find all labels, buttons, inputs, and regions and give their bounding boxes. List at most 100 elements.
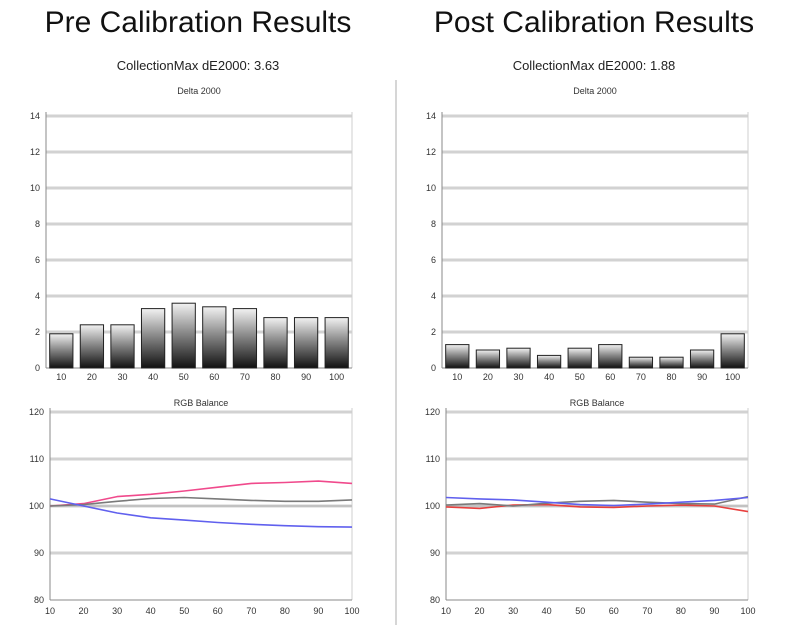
- pre-de-xtick-label: 40: [148, 372, 158, 382]
- post-de-bar: [689, 349, 715, 369]
- pre-de-xtick-label: 100: [329, 372, 344, 382]
- post-de-xtick-label: 60: [605, 372, 615, 382]
- post-rgb-xtick-label: 60: [609, 606, 619, 616]
- post-rgb-ytick-label: 110: [426, 454, 440, 464]
- post-de-ytick-label: 0: [431, 363, 436, 373]
- pre-de-ytick-label: 14: [30, 111, 40, 121]
- post-calibration-subtitle: CollectionMax dE2000: 1.88: [512, 58, 676, 73]
- pre-de-xtick-label: 80: [270, 372, 280, 382]
- post-rgb-xtick-label: 90: [709, 606, 719, 616]
- pre-de-bar: [110, 324, 135, 369]
- post-delta-e-chart: Delta 2000 0 2 4 6 8 10 12 14 10 20 30 40 50 60 70 80 90 1…: [426, 86, 749, 382]
- post-rgb-xtick-label: 50: [575, 606, 585, 616]
- pre-rgb-ytick-label: 80: [34, 595, 44, 605]
- pre-de-bar: [263, 317, 288, 369]
- post-de-chart-title: Delta 2000: [573, 86, 617, 96]
- post-de-ytick-label: 12: [426, 147, 436, 157]
- post-rgb-xtick-label: 10: [441, 606, 451, 616]
- pre-de-xtick-label: 90: [301, 372, 311, 382]
- post-calibration-title: Post Calibration Results: [433, 6, 755, 39]
- post-rgb-ytick-label: 120: [425, 407, 440, 417]
- post-rgb-ytick-label: 80: [430, 595, 440, 605]
- post-de-ytick-label: 8: [431, 219, 436, 229]
- post-de-ytick-label: 10: [426, 183, 436, 193]
- post-rgb-xtick-label: 80: [676, 606, 686, 616]
- pre-rgb-xtick-label: 20: [79, 606, 89, 616]
- post-de-xtick-label: 90: [697, 372, 707, 382]
- pre-rgb-series-line-1: [49, 496, 353, 507]
- post-de-ytick-label: 6: [431, 255, 436, 265]
- pre-de-bar: [293, 317, 319, 369]
- pre-rgb-xtick-label: 40: [146, 606, 156, 616]
- pre-de-xtick-label: 50: [179, 372, 189, 382]
- post-de-xtick-label: 20: [483, 372, 493, 382]
- post-de-bar: [567, 347, 592, 369]
- pre-de-chart-title: Delta 2000: [177, 86, 221, 96]
- post-de-xtick-label: 30: [513, 372, 523, 382]
- pre-de-ytick-label: 6: [35, 255, 40, 265]
- post-rgb-xtick-label: 40: [542, 606, 552, 616]
- pre-rgb-balance-chart: RGB Balance 80 90 100 110 120 10 20 30 40 50 60 70 80…: [29, 398, 360, 616]
- pre-rgb-series-line-2: [49, 498, 353, 528]
- post-de-ytick-label: 2: [431, 327, 436, 337]
- pre-de-bar: [324, 317, 349, 369]
- pre-de-bar: [49, 333, 74, 369]
- pre-de-xtick-label: 70: [240, 372, 250, 382]
- pre-de-bar: [202, 306, 227, 369]
- pre-rgb-xtick-label: 80: [280, 606, 290, 616]
- post-rgb-xtick-label: 100: [740, 606, 755, 616]
- post-de-xtick-label: 50: [575, 372, 585, 382]
- pre-calibration-panel: Pre Calibration Results CollectionMax dE…: [29, 6, 360, 616]
- post-de-bar: [506, 347, 531, 369]
- post-de-bar: [628, 356, 654, 369]
- post-rgb-series-line-1: [445, 495, 749, 507]
- pre-rgb-ytick-label: 110: [30, 454, 44, 464]
- pre-calibration-title: Pre Calibration Results: [44, 6, 352, 39]
- pre-de-ytick-label: 12: [30, 147, 40, 157]
- pre-de-bar: [79, 324, 105, 369]
- pre-de-xtick-label: 30: [117, 372, 127, 382]
- pre-de-bar: [140, 308, 166, 369]
- post-de-bar: [536, 354, 562, 369]
- post-rgb-xtick-label: 70: [642, 606, 652, 616]
- panel-divider: [395, 80, 397, 625]
- pre-de-xtick-label: 20: [87, 372, 97, 382]
- post-rgb-balance-chart: RGB Balance 80 90 100 110 120 10 20 30 40 50 60 70 80…: [425, 398, 756, 616]
- pre-rgb-xtick-label: 50: [179, 606, 189, 616]
- post-de-xtick-label: 70: [636, 372, 646, 382]
- pre-rgb-ytick-label: 100: [29, 501, 44, 511]
- pre-rgb-chart-title: RGB Balance: [174, 398, 229, 408]
- post-rgb-ytick-label: 90: [430, 548, 440, 558]
- pre-rgb-series-line-0: [49, 480, 353, 507]
- post-de-bar: [720, 333, 745, 369]
- pre-delta-e-chart: Delta 2000 0 2 4 6 8 10 12 14 10 20 30 40 50 60 70 80 90 1…: [30, 86, 353, 382]
- pre-de-ytick-label: 0: [35, 363, 40, 373]
- post-de-bar: [445, 344, 470, 369]
- post-de-xtick-label: 100: [725, 372, 740, 382]
- pre-rgb-ytick-label: 120: [29, 407, 44, 417]
- post-de-bar: [475, 349, 501, 369]
- post-de-xtick-label: 40: [544, 372, 554, 382]
- post-rgb-xtick-label: 30: [508, 606, 518, 616]
- post-de-xtick-label: 80: [666, 372, 676, 382]
- pre-rgb-xtick-label: 60: [213, 606, 223, 616]
- pre-rgb-ytick-label: 90: [34, 548, 44, 558]
- post-de-ytick-label: 14: [426, 111, 436, 121]
- pre-de-xtick-label: 10: [56, 372, 66, 382]
- post-calibration-panel: Post Calibration Results CollectionMax d…: [396, 0, 792, 625]
- post-rgb-series-line-0: [445, 503, 749, 513]
- pre-rgb-xtick-label: 10: [45, 606, 55, 616]
- post-de-ytick-label: 4: [431, 291, 436, 301]
- post-rgb-series-line-2: [445, 496, 749, 507]
- post-rgb-xtick-label: 20: [475, 606, 485, 616]
- pre-de-bar: [232, 308, 258, 369]
- pre-de-bar: [171, 302, 196, 369]
- pre-rgb-xtick-label: 100: [344, 606, 359, 616]
- pre-de-xtick-label: 60: [209, 372, 219, 382]
- post-de-bar: [659, 356, 684, 369]
- pre-rgb-xtick-label: 30: [112, 606, 122, 616]
- pre-de-ytick-label: 4: [35, 291, 40, 301]
- post-de-bar: [598, 344, 623, 369]
- pre-rgb-xtick-label: 70: [246, 606, 256, 616]
- pre-de-ytick-label: 8: [35, 219, 40, 229]
